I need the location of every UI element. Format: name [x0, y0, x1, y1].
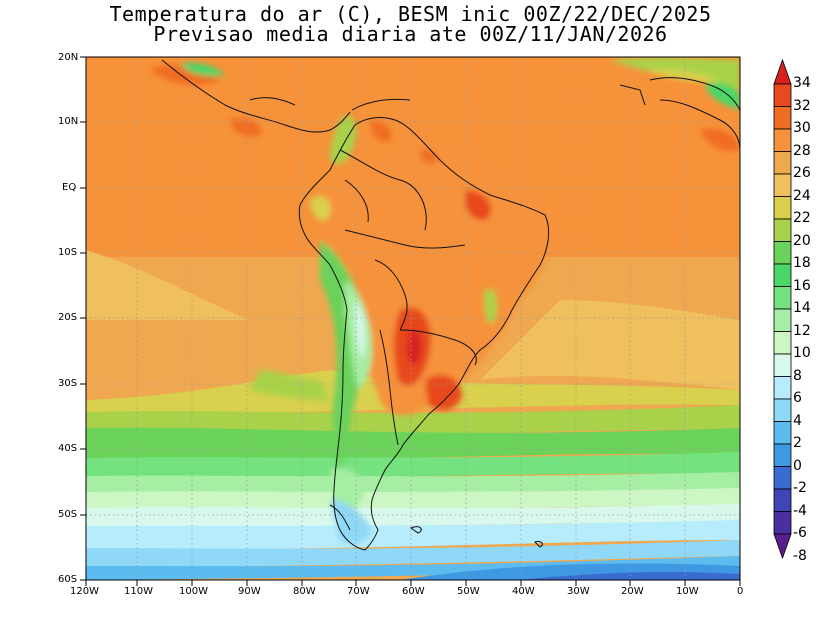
colorbar-top-arrow [773, 58, 792, 85]
lon-label: 90W [238, 586, 261, 597]
colorbar-swatch [773, 196, 792, 220]
colorbar-label: 6 [793, 390, 802, 406]
lon-label: 10W [676, 586, 699, 597]
lon-label: 40W [512, 586, 535, 597]
colorbar-swatch [773, 353, 792, 377]
colorbar-swatch [773, 218, 792, 242]
colorbar-swatch [773, 286, 792, 310]
colorbar-swatch [773, 443, 792, 467]
lat-label: 10N [58, 116, 79, 127]
lat-label: 10S [58, 247, 78, 258]
colorbar-label: 22 [793, 210, 811, 226]
colorbar-swatch [773, 488, 792, 512]
lon-label: 20W [621, 586, 644, 597]
colorbar-swatch [773, 151, 792, 175]
lat-label: 50S [58, 509, 78, 520]
colorbar-bottom-arrow [773, 533, 792, 560]
colorbar-swatch [773, 398, 792, 422]
colorbar-label: 10 [793, 345, 811, 361]
lat-label: 20N [58, 52, 79, 63]
coastlines [161, 59, 740, 551]
colorbar-label: -2 [793, 480, 807, 496]
colorbar-swatch [773, 308, 792, 332]
colorbar-label: -8 [793, 547, 807, 564]
gridlines [86, 57, 740, 580]
colorbar-label: 4 [793, 412, 802, 429]
colorbar-label: 34 [793, 75, 811, 91]
lon-label: 0 [737, 586, 744, 597]
colorbar-swatch [773, 106, 792, 130]
colorbar-label: 26 [793, 165, 811, 181]
colorbar-swatch [773, 331, 792, 355]
colorbar-swatch [773, 83, 792, 107]
colorbar-label: 18 [793, 255, 811, 271]
lon-label: 110W [124, 586, 153, 597]
map-subtitle: Previsao media diaria ate 00Z/11/JAN/202… [153, 22, 668, 46]
colorbar-label: 16 [793, 277, 811, 294]
colorbar-label: 20 [793, 232, 811, 249]
axis-ticks [80, 56, 741, 586]
lon-label: 60W [402, 586, 425, 597]
lat-label: EQ [62, 182, 77, 193]
colorbar-swatch [773, 421, 792, 445]
colorbar [773, 58, 792, 560]
colorbar-swatch [773, 466, 792, 490]
colorbar-swatch [773, 511, 792, 535]
map-title: Temperatura do ar (C), BESM inic 00Z/22/… [109, 2, 712, 26]
colorbar-swatch [773, 173, 792, 197]
lat-label: 60S [58, 574, 78, 585]
colorbar-swatch [773, 263, 792, 287]
colorbar-swatch [773, 128, 792, 152]
colorbar-label: -4 [793, 502, 807, 519]
lon-label: 100W [179, 586, 208, 597]
temperature-field [86, 57, 740, 580]
colorbar-label: -6 [793, 525, 807, 541]
colorbar-swatch [773, 241, 792, 265]
lat-label: 30S [58, 378, 78, 389]
colorbar-label: 32 [793, 97, 811, 114]
colorbar-label: 0 [793, 457, 802, 474]
lon-label: 120W [70, 586, 99, 597]
lat-label: 20S [58, 312, 78, 323]
lat-label: 40S [58, 443, 78, 454]
colorbar-label: 8 [793, 367, 802, 384]
lon-label: 70W [347, 586, 370, 597]
colorbar-label: 30 [793, 120, 811, 136]
colorbar-label: 12 [793, 322, 811, 339]
colorbar-swatch [773, 376, 792, 400]
lon-label: 50W [457, 586, 480, 597]
lon-label: 30W [567, 586, 590, 597]
colorbar-label: 2 [793, 435, 802, 451]
colorbar-label: 24 [793, 187, 811, 204]
colorbar-label: 28 [793, 142, 811, 159]
lon-label: 80W [293, 586, 316, 597]
colorbar-label: 14 [793, 300, 811, 316]
